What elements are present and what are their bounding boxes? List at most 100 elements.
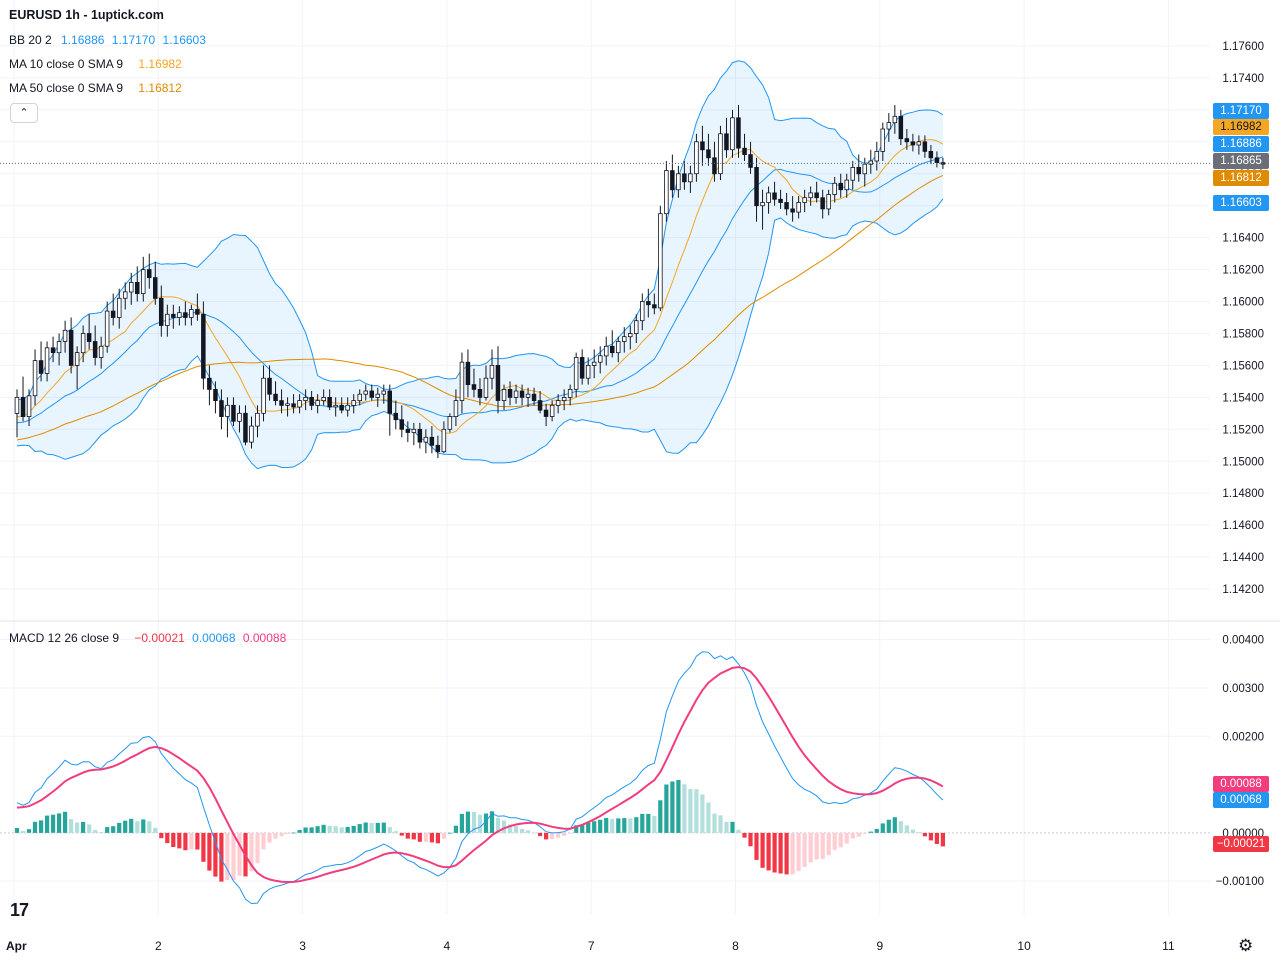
candle-body: [351, 400, 356, 406]
candle-body: [117, 297, 122, 318]
macd-histogram-bar: [928, 832, 933, 841]
legend-bb-label: BB 20 2: [9, 33, 52, 47]
macd-histogram-bar: [886, 819, 891, 833]
candle-body: [86, 333, 92, 342]
macd-histogram-bar: [694, 789, 699, 833]
macd-histogram-bar: [453, 825, 458, 833]
macd-histogram-bar: [153, 827, 158, 833]
macd-histogram-bar: [291, 832, 296, 834]
candle-body: [561, 396, 567, 401]
candle-body: [50, 347, 56, 353]
macd-histogram-bar: [622, 818, 627, 833]
macd-histogram-bar: [550, 832, 555, 839]
macd-histogram-bar: [489, 811, 495, 833]
candle-body: [519, 390, 525, 398]
badge-ma50: 1.16812: [1213, 170, 1269, 186]
candle-body: [315, 400, 320, 406]
candle-body: [152, 277, 158, 299]
macd-histogram-bar: [441, 832, 446, 839]
legend-collapse-button[interactable]: ⌃: [10, 103, 38, 123]
candle-body: [207, 377, 212, 390]
badge-bb-lower: 1.16603: [1213, 195, 1269, 211]
macd-histogram-bar: [586, 822, 591, 833]
y-tick-label: 1.15400: [1222, 392, 1264, 404]
y-tick-label: 1.15200: [1222, 424, 1264, 436]
macd-histogram-bar: [87, 824, 92, 833]
candle-body: [146, 269, 152, 279]
candle-body: [483, 377, 489, 398]
y-tick-label: 1.17400: [1222, 73, 1264, 85]
macd-histogram-bar: [303, 827, 308, 833]
candle-body: [261, 377, 266, 414]
macd-histogram-bar: [333, 826, 338, 833]
candle-body: [249, 425, 254, 443]
candle-body: [26, 395, 32, 417]
macd-histogram-bar: [628, 818, 633, 833]
macd-histogram-bar: [117, 822, 122, 833]
candle-body: [429, 436, 435, 446]
candle-body: [670, 170, 675, 191]
candle-body: [646, 301, 651, 306]
candle-body: [393, 412, 398, 421]
candle-body: [808, 192, 813, 199]
macd-histogram-bar: [742, 832, 747, 838]
macd-histogram-bar: [574, 825, 579, 833]
y-tick-label: 1.15600: [1222, 360, 1264, 372]
macd-histogram-bar: [706, 802, 711, 833]
macd-histogram-bar: [201, 832, 206, 862]
macd-histogram-bar: [544, 832, 549, 840]
candle-body: [748, 154, 753, 168]
macd-histogram-bar: [159, 832, 164, 839]
macd-histogram-bar: [459, 813, 464, 833]
macd-histogram-bar: [904, 825, 909, 833]
macd-histogram-bar: [568, 832, 573, 834]
candle-body: [110, 310, 116, 318]
candle-body: [892, 115, 898, 124]
x-tick-label: 9: [876, 939, 883, 953]
candle-body: [850, 166, 856, 181]
candle-body: [766, 192, 771, 203]
candle-body: [910, 141, 916, 146]
bb-band-fill: [17, 60, 943, 469]
ma10-line: [16, 139, 944, 434]
gear-icon[interactable]: ⚙: [1238, 936, 1254, 955]
macd-histogram-bar: [610, 819, 615, 833]
macd-histogram-bar: [910, 829, 915, 833]
tradingview-logo-icon[interactable]: 17: [10, 900, 29, 920]
y-tick-label: 1.14600: [1222, 520, 1264, 532]
candle-body: [80, 333, 86, 354]
macd-histogram-bar: [898, 821, 903, 833]
macd-histogram-bar: [495, 817, 501, 833]
macd-histogram-bar: [916, 832, 921, 833]
macd-histogram-bar: [477, 814, 483, 833]
macd-histogram-bar: [760, 832, 765, 868]
candle-body: [610, 345, 615, 354]
legend-bb[interactable]: BB 20 2 1.16886 1.17170 1.16603: [9, 32, 206, 48]
legend-macd[interactable]: MACD 12 26 close 9 −0.00021 0.00068 0.00…: [9, 630, 286, 646]
candle-body: [183, 312, 188, 318]
macd-histogram-bar: [874, 828, 879, 833]
legend-macd-signal: 0.00088: [242, 631, 287, 645]
y-tick-label: 1.15000: [1222, 456, 1264, 468]
candle-body: [411, 428, 417, 433]
chart-title: EURUSD 1h - 1uptick.com: [9, 8, 164, 22]
macd-histogram-bar: [736, 829, 741, 833]
candle-body: [303, 396, 308, 401]
macd-histogram-bar: [51, 814, 56, 833]
macd-histogram-bar: [387, 827, 392, 833]
macd-histogram-bar: [688, 789, 693, 833]
candle-body: [682, 173, 687, 183]
badge-bb-upper: 1.17170: [1213, 103, 1269, 119]
macd-histogram-bar: [249, 832, 254, 872]
legend-ma10[interactable]: MA 10 close 0 SMA 9 1.16982: [9, 56, 182, 72]
legend-ma10-value: 1.16982: [138, 57, 182, 71]
candle-body: [140, 269, 146, 295]
candle-body: [760, 202, 765, 207]
candle-body: [495, 364, 501, 401]
macd-histogram-bar: [940, 832, 945, 847]
legend-ma50[interactable]: MA 50 close 0 SMA 9 1.16812: [9, 80, 182, 96]
badge-bb-basis: 1.16886: [1213, 136, 1269, 152]
macd-histogram-bar: [279, 832, 284, 837]
candle-body: [477, 388, 483, 398]
